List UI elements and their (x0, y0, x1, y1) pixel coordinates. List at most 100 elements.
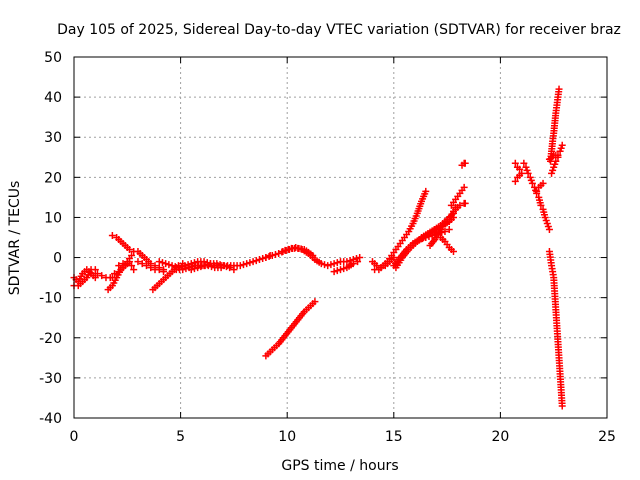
x-tick-label: 15 (385, 429, 403, 445)
series-arc-14 (211, 252, 274, 270)
data-point (243, 260, 251, 268)
data-point (155, 258, 163, 266)
data-point (197, 263, 205, 271)
data-point (461, 199, 469, 207)
y-tick-label: -40 (39, 411, 62, 427)
data-point (187, 266, 195, 274)
x-tick-label: 0 (70, 429, 79, 445)
data-point (285, 246, 293, 254)
data-point (98, 272, 106, 280)
data-point (533, 187, 541, 195)
series-arc-35 (545, 141, 566, 163)
data-point (289, 245, 297, 253)
data-point (93, 270, 101, 278)
y-tick-label: 40 (44, 90, 62, 106)
data-point (182, 265, 190, 273)
data-point (317, 260, 325, 268)
series-arc-30 (511, 171, 524, 185)
y-tick-label: 10 (44, 210, 62, 226)
data-point (456, 201, 464, 209)
series-arc-28 (458, 159, 469, 169)
data-point (190, 265, 198, 273)
y-axis-label: SDTVAR / TECUs (7, 181, 23, 296)
series-arc-09 (134, 258, 168, 276)
data-point (282, 247, 290, 255)
x-tick-label: 10 (278, 429, 296, 445)
data-point (262, 254, 270, 262)
data-point (452, 203, 460, 211)
data-point (552, 157, 560, 165)
series-arc-02 (70, 266, 99, 290)
data-point (511, 177, 519, 185)
data-point (268, 252, 276, 260)
data-point (555, 85, 563, 93)
data-point (194, 264, 202, 272)
data-point (179, 266, 187, 274)
data-point (343, 258, 351, 266)
chart-title: Day 105 of 2025, Sidereal Day-to-day VTE… (57, 22, 621, 38)
y-tick-label: 50 (44, 50, 62, 66)
series-arc-03 (93, 270, 116, 282)
data-point (134, 258, 142, 266)
series-arc-23 (413, 213, 457, 246)
data-point (292, 244, 300, 252)
data-point (330, 260, 338, 268)
x-tick-label: 25 (598, 429, 616, 445)
data-point (246, 259, 254, 267)
data-point (539, 179, 547, 187)
data-point (321, 261, 329, 269)
series-arc-16 (279, 244, 364, 270)
data-point (354, 258, 362, 266)
data-point (168, 262, 176, 270)
y-tick-label: 30 (44, 130, 62, 146)
series-arc-26 (447, 183, 468, 209)
data-point (252, 257, 260, 265)
data-point (165, 261, 173, 269)
data-point (528, 179, 536, 187)
data-point (239, 261, 247, 269)
data-point (356, 254, 364, 262)
y-tick-label: 0 (53, 251, 62, 267)
series-arc-17 (262, 298, 319, 360)
series-arc-07 (115, 260, 138, 274)
y-tick-label: -20 (39, 331, 62, 347)
data-point (311, 298, 319, 306)
data-point (259, 255, 267, 263)
series-arc-20 (371, 187, 430, 274)
data-point (236, 262, 244, 270)
series-arc-27 (452, 199, 469, 211)
y-tick-label: -10 (39, 291, 62, 307)
data-point (327, 261, 335, 269)
data-point (460, 183, 468, 191)
data-point (130, 266, 138, 274)
data-point (349, 260, 357, 268)
data-point (91, 274, 99, 282)
data-point (337, 266, 344, 274)
data-point (295, 245, 303, 253)
series-arc-33 (545, 248, 566, 410)
data-point (524, 169, 532, 177)
data-point (340, 265, 348, 273)
series-arc-36 (548, 153, 562, 177)
data-point (125, 246, 133, 254)
data-point (279, 248, 287, 256)
data-point (558, 141, 566, 149)
data-point (265, 253, 273, 261)
grid-lines (74, 57, 607, 418)
data-point (128, 252, 136, 260)
data-point (271, 251, 279, 259)
data-point (373, 262, 381, 270)
data-point (333, 267, 341, 275)
data-point (200, 262, 208, 270)
data-marks (70, 85, 566, 410)
x-tick-label: 20 (491, 429, 509, 445)
x-axis-label: GPS time / hours (281, 458, 398, 474)
data-point (108, 231, 116, 239)
y-tick-label: -30 (39, 371, 62, 387)
data-point (111, 270, 119, 278)
data-point (537, 201, 545, 209)
data-point (445, 225, 453, 233)
data-point (520, 159, 528, 167)
data-point (330, 268, 338, 276)
